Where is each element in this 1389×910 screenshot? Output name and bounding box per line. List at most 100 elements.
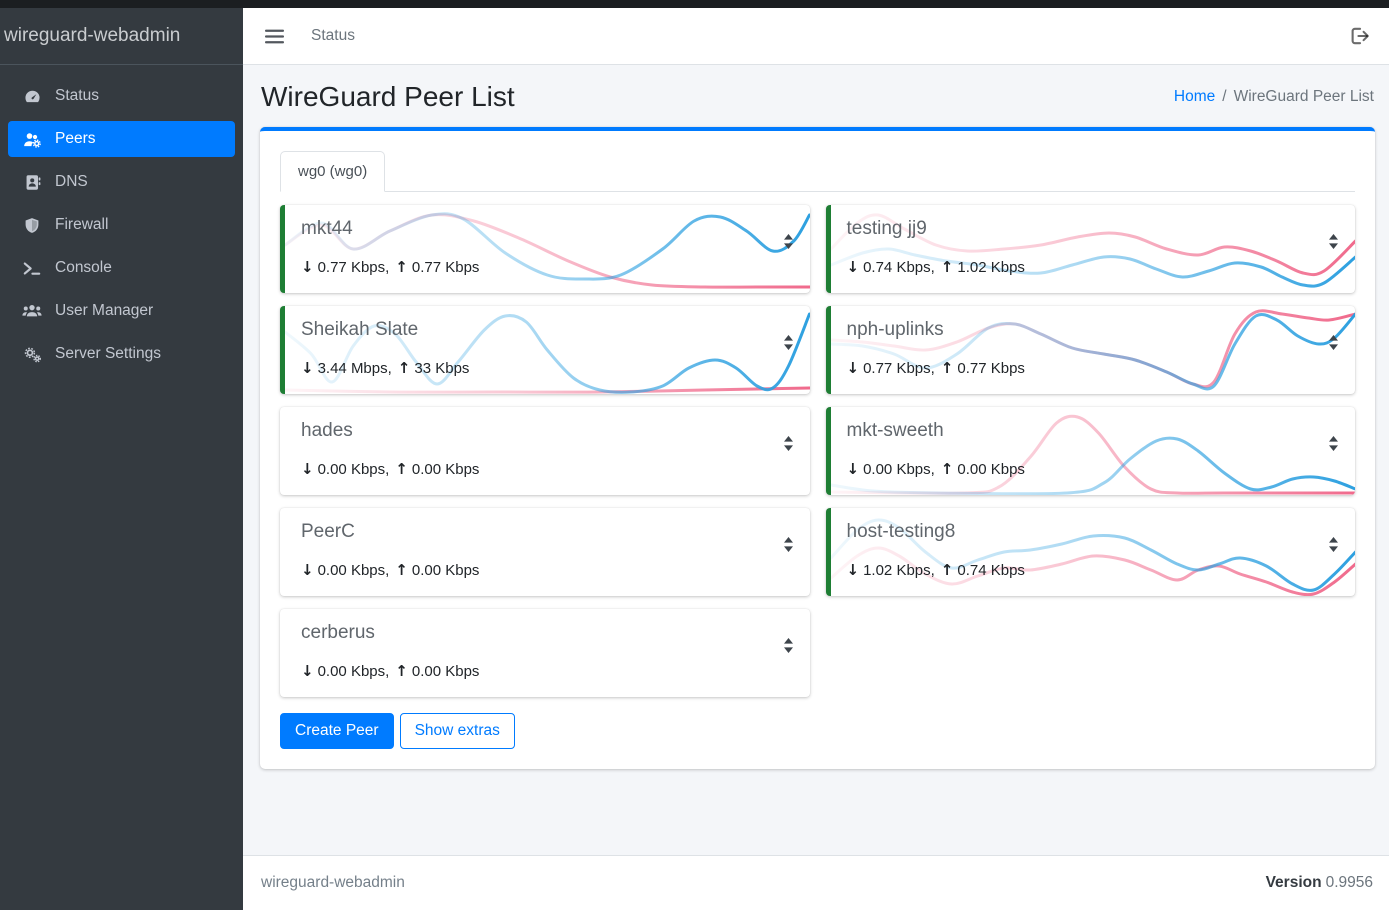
sidebar-item-user-manager[interactable]: User Manager (8, 293, 235, 329)
logout-icon[interactable] (1351, 27, 1371, 45)
sidebar-item-console[interactable]: Console (8, 250, 235, 286)
top-navbar: Status (243, 8, 1389, 65)
hamburger-menu-icon[interactable] (265, 29, 284, 44)
peer-card-host-testing8[interactable]: host-testing8 ↓ 1.02 Kbps, ↑ 0.74 Kbps (825, 508, 1356, 596)
download-arrow-icon: ↓ (846, 561, 860, 579)
sort-handle-icon[interactable] (1328, 335, 1339, 350)
download-arrow-icon: ↓ (846, 359, 860, 377)
peer-card-hades[interactable]: hades ↓ 0.00 Kbps, ↑ 0.00 Kbps (280, 407, 810, 495)
users-icon (16, 303, 48, 319)
upload-arrow-icon: ↑ (395, 258, 408, 276)
upload-arrow-icon: ↑ (940, 561, 954, 579)
peer-card-sheikah-slate[interactable]: Sheikah Slate ↓ 3.44 Mbps, ↑ 33 Kbps (280, 306, 810, 394)
peer-card-testing-jj9[interactable]: testing jj9 ↓ 0.74 Kbps, ↑ 1.02 Kbps (825, 205, 1356, 293)
sidebar-item-peers[interactable]: Peers (8, 121, 235, 157)
footer: wireguard-webadmin Version 0.9956 (243, 855, 1389, 910)
sidebar-item-firewall[interactable]: Firewall (8, 207, 235, 243)
download-rate: 0.00 Kbps, (863, 460, 935, 478)
card-actions: Create Peer Show extras (280, 713, 1355, 749)
download-rate: 0.74 Kbps, (863, 258, 935, 276)
create-peer-button[interactable]: Create Peer (280, 713, 394, 749)
footer-version-number: 0.9956 (1325, 874, 1373, 891)
peer-traffic: ↓ 0.77 Kbps, ↑ 0.77 Kbps (301, 258, 479, 276)
breadcrumb-separator: / (1222, 88, 1227, 105)
peer-name: PeerC (301, 521, 355, 542)
peer-traffic: ↓ 1.02 Kbps, ↑ 0.74 Kbps (847, 561, 1025, 579)
topnav-status-link[interactable]: Status (311, 27, 355, 44)
upload-arrow-icon: ↑ (940, 258, 954, 276)
address-book-icon (16, 174, 48, 191)
download-rate: 0.00 Kbps, (317, 662, 390, 680)
peer-traffic: ↓ 0.74 Kbps, ↑ 1.02 Kbps (847, 258, 1025, 276)
traffic-sparkline (280, 609, 810, 697)
upload-arrow-icon: ↑ (940, 359, 954, 377)
sidebar-item-label: DNS (55, 173, 88, 190)
footer-version-label: Version (1265, 874, 1322, 891)
traffic-sparkline (831, 306, 1356, 394)
peer-card-mkt44[interactable]: mkt44 ↓ 0.77 Kbps, ↑ 0.77 Kbps (280, 205, 810, 293)
sort-handle-icon[interactable] (1328, 436, 1339, 451)
sidebar-item-status[interactable]: Status (8, 78, 235, 114)
tachometer-icon (16, 88, 48, 105)
sidebar-item-server-settings[interactable]: Server Settings (8, 336, 235, 372)
peer-name: testing jj9 (846, 218, 927, 239)
peer-name: nph-uplinks (846, 319, 944, 340)
download-rate: 0.77 Kbps, (863, 359, 935, 377)
peer-traffic: ↓ 0.00 Kbps, ↑ 0.00 Kbps (301, 561, 479, 579)
sidebar-item-label: Firewall (55, 216, 109, 233)
sidebar-item-label: Peers (55, 130, 96, 147)
traffic-sparkline (280, 508, 810, 596)
download-arrow-icon: ↓ (301, 359, 314, 377)
sort-handle-icon[interactable] (783, 638, 794, 653)
sort-handle-icon[interactable] (1328, 537, 1339, 552)
breadcrumb-home-link[interactable]: Home (1173, 88, 1216, 105)
sort-handle-icon[interactable] (783, 436, 794, 451)
sort-handle-icon[interactable] (1328, 234, 1339, 249)
peer-name: mkt44 (301, 218, 353, 239)
upload-rate: 0.74 Kbps (957, 561, 1025, 579)
peer-traffic: ↓ 0.00 Kbps, ↑ 0.00 Kbps (301, 460, 479, 478)
terminal-icon (16, 261, 48, 276)
sidebar-brand: wireguard-webadmin (0, 8, 243, 65)
peer-column-right: testing jj9 ↓ 0.74 Kbps, ↑ 1.02 Kbps nph… (825, 205, 1356, 697)
sort-handle-icon[interactable] (783, 537, 794, 552)
interface-tabs: wg0 (wg0) (280, 151, 1355, 192)
upload-rate: 0.00 Kbps (957, 460, 1025, 478)
peer-name: mkt-sweeth (846, 420, 944, 441)
peer-card-peerc[interactable]: PeerC ↓ 0.00 Kbps, ↑ 0.00 Kbps (280, 508, 810, 596)
peer-name: host-testing8 (846, 521, 956, 542)
upload-arrow-icon: ↑ (395, 662, 408, 680)
traffic-sparkline (280, 407, 810, 495)
upload-rate: 1.02 Kbps (957, 258, 1025, 276)
traffic-sparkline (831, 508, 1356, 596)
download-arrow-icon: ↓ (301, 561, 314, 579)
sort-handle-icon[interactable] (783, 335, 794, 350)
upload-arrow-icon: ↑ (395, 561, 408, 579)
tab-wg0[interactable]: wg0 (wg0) (280, 151, 386, 192)
footer-brand: wireguard-webadmin (261, 874, 405, 891)
upload-rate: 0.77 Kbps (957, 359, 1025, 377)
app-layout: wireguard-webadmin Status Peers DNS Fire… (0, 8, 1389, 910)
sort-handle-icon[interactable] (783, 234, 794, 249)
main-column: Status WireGuard Peer List Home / WireGuar… (243, 8, 1389, 910)
sidebar-item-dns[interactable]: DNS (8, 164, 235, 200)
traffic-sparkline (285, 205, 810, 293)
peer-traffic: ↓ 0.00 Kbps, ↑ 0.00 Kbps (301, 662, 479, 680)
peer-name: cerberus (301, 622, 375, 643)
peer-card-cerberus[interactable]: cerberus ↓ 0.00 Kbps, ↑ 0.00 Kbps (280, 609, 810, 697)
upload-rate: 0.77 Kbps (411, 258, 480, 276)
upload-rate: 0.00 Kbps (411, 460, 480, 478)
peer-card-nph-uplinks[interactable]: nph-uplinks ↓ 0.77 Kbps, ↑ 0.77 Kbps (825, 306, 1356, 394)
breadcrumb: Home / WireGuard Peer List (1174, 88, 1374, 106)
download-arrow-icon: ↓ (301, 460, 314, 478)
traffic-sparkline (831, 407, 1356, 495)
content-area: WireGuard Peer List Home / WireGuard Peer … (243, 65, 1389, 855)
traffic-sparkline (285, 306, 810, 394)
page-title: WireGuard Peer List (261, 81, 515, 112)
traffic-sparkline (831, 205, 1356, 293)
peer-card-mkt-sweeth[interactable]: mkt-sweeth ↓ 0.00 Kbps, ↑ 0.00 Kbps (825, 407, 1356, 495)
footer-version: Version 0.9956 (1266, 874, 1373, 892)
peer-column-left: mkt44 ↓ 0.77 Kbps, ↑ 0.77 Kbps Sheikah S… (280, 205, 810, 697)
peer-traffic: ↓ 0.00 Kbps, ↑ 0.00 Kbps (847, 460, 1025, 478)
show-extras-button[interactable]: Show extras (399, 713, 515, 749)
